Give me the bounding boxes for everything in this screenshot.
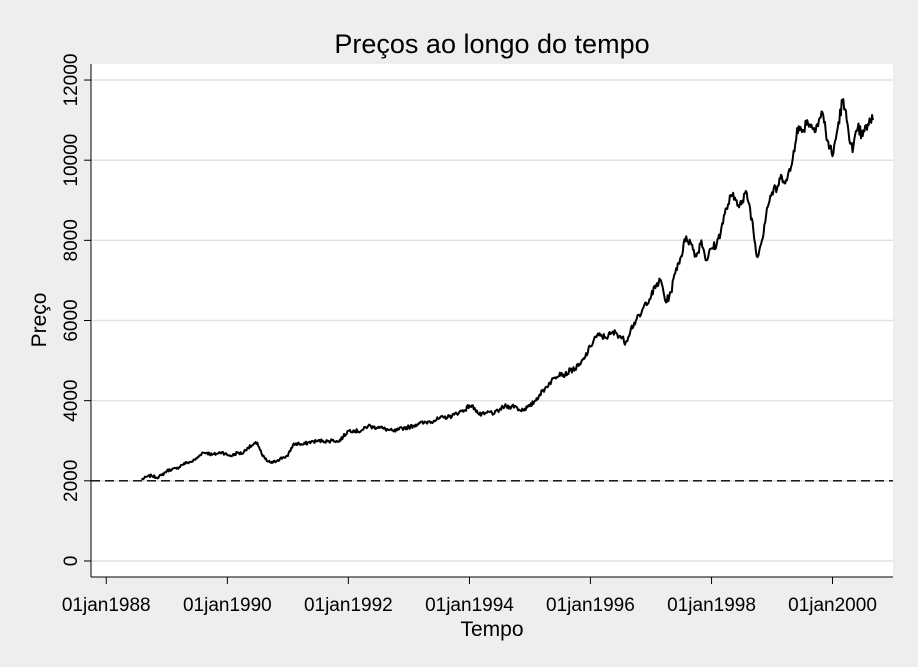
chart-title: Preços ao longo do tempo xyxy=(334,29,649,59)
x-tick-label: 01jan1990 xyxy=(183,595,272,616)
y-tick-label: 6000 xyxy=(61,299,82,341)
x-tick-label: 01jan1996 xyxy=(546,595,635,616)
x-tick-label: 01jan1998 xyxy=(667,595,756,616)
y-tick-label: 2000 xyxy=(61,460,82,502)
x-tick-label: 01jan1988 xyxy=(62,595,151,616)
x-axis-label: Tempo xyxy=(460,618,523,641)
x-tick-label: 01jan1992 xyxy=(304,595,393,616)
y-ticks: 0 2000 4000 6000 8000 10000 12000 xyxy=(61,54,91,567)
series-line-price xyxy=(140,98,874,481)
x-tick-label: 01jan2000 xyxy=(788,595,877,616)
gridlines xyxy=(91,79,893,562)
y-tick-label: 4000 xyxy=(61,380,82,422)
y-tick-label: 10000 xyxy=(61,134,82,187)
x-ticks: 01jan1988 01jan1990 01jan1992 01jan1994 01ja… xyxy=(62,577,877,616)
y-axis-label: Preço xyxy=(28,293,51,348)
x-tick-label: 01jan1994 xyxy=(425,595,514,616)
y-tick-label: 12000 xyxy=(61,54,82,107)
y-tick-label: 8000 xyxy=(61,219,82,261)
y-tick-label: 0 xyxy=(61,556,82,567)
